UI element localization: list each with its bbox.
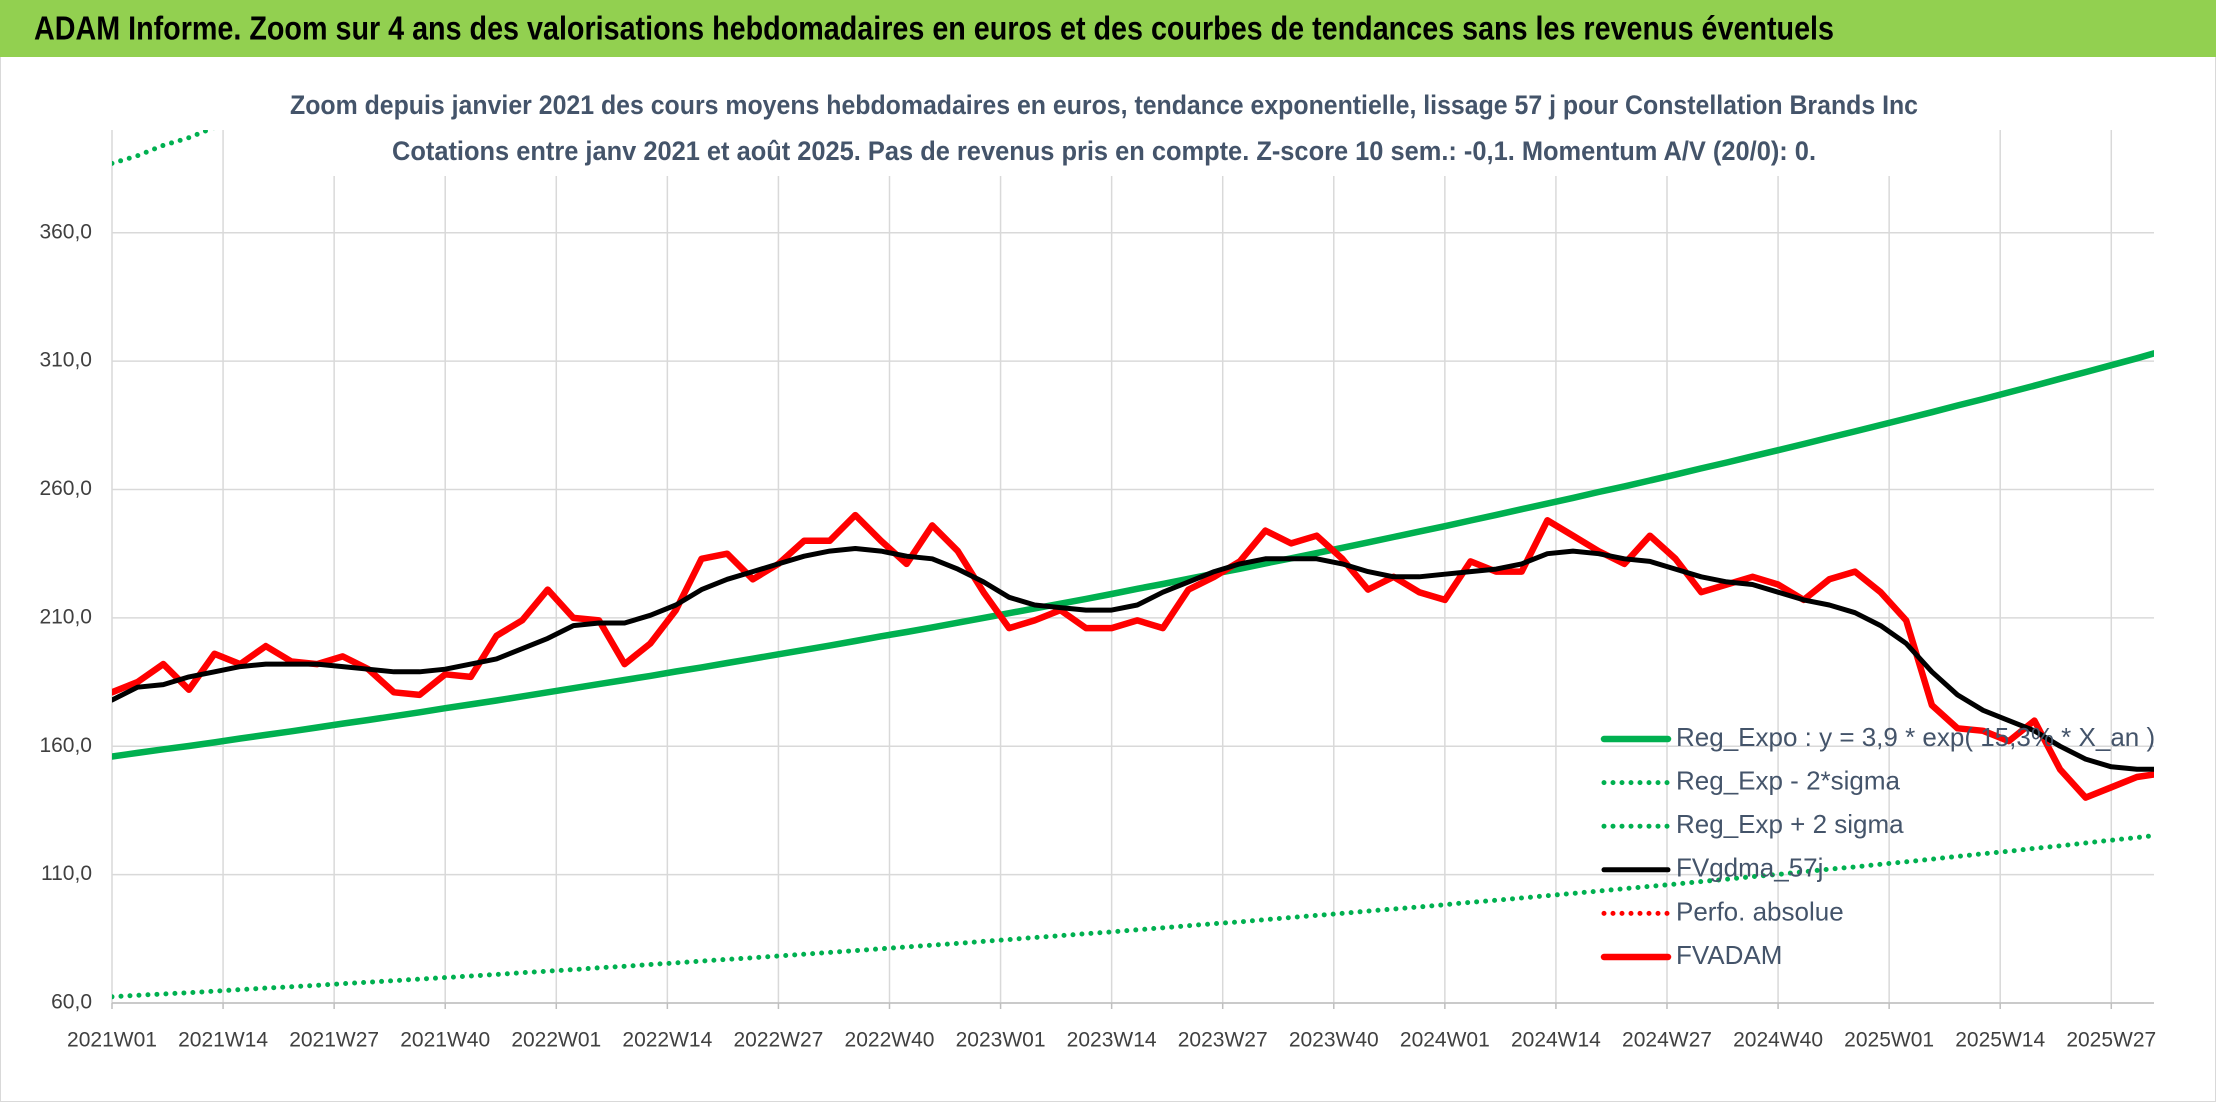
x-tick-label: 2021W27 (289, 1029, 379, 1052)
x-tick-label: 2025W01 (1844, 1029, 1934, 1052)
series-line (112, 350, 2154, 760)
x-tick-label: 2021W40 (400, 1029, 490, 1052)
header-bar (0, 0, 2216, 57)
series-line (112, 546, 2154, 772)
x-tick-label: 2024W14 (1511, 1029, 1601, 1052)
y-tick-label: 210,0 (39, 605, 92, 628)
series-line (112, 833, 2154, 1000)
x-tick-label: 2023W01 (956, 1029, 1046, 1052)
series (112, 833, 2154, 1000)
x-tick-label: 2024W40 (1733, 1029, 1823, 1052)
series (112, 546, 2154, 772)
x-tick-label: 2023W27 (1178, 1029, 1268, 1052)
series (112, 350, 2154, 760)
y-tick-label: 310,0 (39, 349, 92, 372)
x-tick-label: 2024W27 (1622, 1029, 1712, 1052)
subtitle: Zoom depuis janvier 2021 des cours moyen… (290, 90, 1918, 120)
series (112, 511, 2154, 801)
x-tick-label: 2021W14 (178, 1029, 268, 1052)
subtitle: Cotations entre janv 2021 et août 2025. … (392, 136, 1816, 166)
legend-label: Reg_Expo : y = 3,9 * exp( 15,3% * X_an ) (1676, 722, 2155, 752)
y-tick-label: 260,0 (39, 477, 92, 500)
legend-label: Reg_Exp + 2 sigma (1676, 809, 1904, 839)
x-tick-label: 2023W40 (1289, 1029, 1379, 1052)
legend-label: FVgdma_57j (1676, 853, 1823, 883)
x-tick-label: 2025W14 (1955, 1029, 2045, 1052)
legend-label: Perfo. absolue (1676, 896, 1844, 926)
x-tick-label: 2023W14 (1067, 1029, 1157, 1052)
x-tick-label: 2025W27 (2066, 1029, 2156, 1052)
y-tick-label: 60,0 (51, 991, 92, 1014)
chart-title: ADAM Informe. Zoom sur 4 ans des valoris… (34, 10, 1834, 47)
y-tick-label: 110,0 (41, 862, 92, 885)
subtitle-box (285, 84, 1923, 176)
x-tick-label: 2024W01 (1400, 1029, 1490, 1052)
x-tick-label: 2022W01 (511, 1029, 601, 1052)
x-tick-label: 2021W01 (67, 1029, 157, 1052)
legend-label: FVADAM (1676, 940, 1782, 970)
legend-label: Reg_Exp - 2*sigma (1676, 765, 1901, 795)
y-tick-label: 360,0 (39, 220, 92, 243)
x-tick-label: 2022W14 (622, 1029, 712, 1052)
x-tick-label: 2022W40 (845, 1029, 935, 1052)
y-tick-label: 160,0 (39, 734, 92, 757)
x-tick-label: 2022W27 (733, 1029, 823, 1052)
series-line (112, 511, 2154, 801)
legend: Reg_Expo : y = 3,9 * exp( 15,3% * X_an )… (1600, 722, 2155, 970)
plot-area: 60,0 110,0 160,0 210,0 260,0 310,0 360,0 2021W0… (39, 130, 2156, 1052)
